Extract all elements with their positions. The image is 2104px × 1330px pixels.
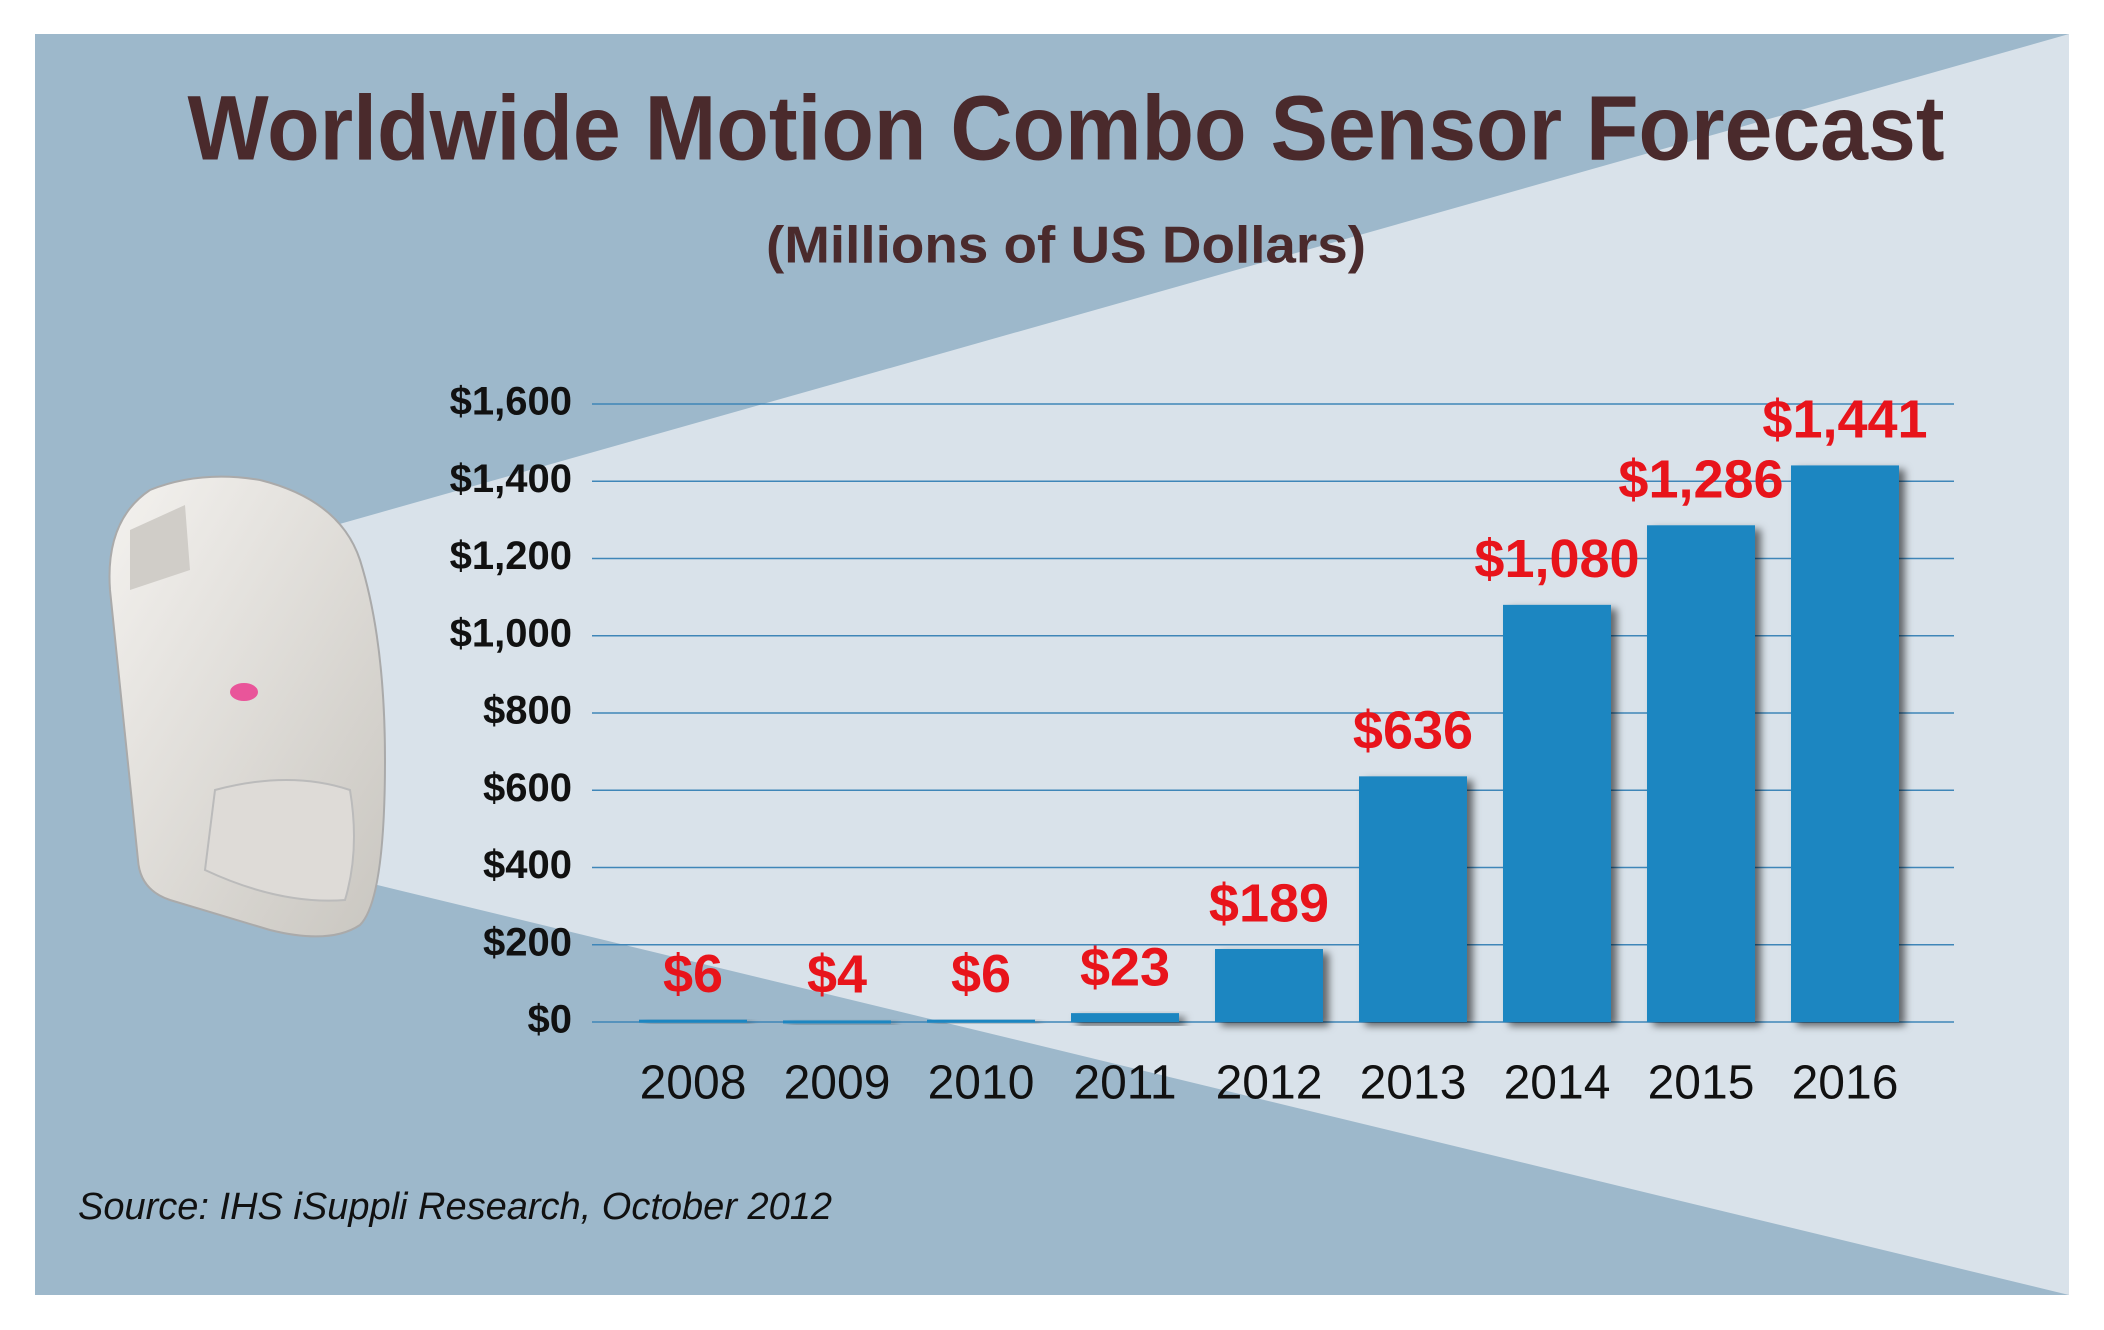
- x-tick-label: 2015: [1648, 1057, 1755, 1110]
- value-label: $4: [807, 945, 867, 1005]
- x-tick-label: 2009: [784, 1057, 891, 1110]
- y-tick-label: $800: [483, 689, 572, 733]
- chart-subtitle: (Millions of US Dollars): [766, 217, 1366, 275]
- bar: [1503, 604, 1611, 1022]
- value-label: $1,080: [1474, 529, 1639, 589]
- chart-title: Worldwide Motion Combo Sensor Forecast: [188, 77, 1945, 179]
- y-tick-label: $200: [483, 920, 572, 964]
- x-tick-label: 2011: [1073, 1057, 1176, 1110]
- bar: [1647, 525, 1755, 1022]
- bar: [1215, 948, 1323, 1022]
- beam: [336, 34, 2069, 1295]
- bar: [1359, 776, 1467, 1022]
- value-label: $1,441: [1762, 390, 1927, 450]
- x-tick-label: 2012: [1216, 1057, 1323, 1110]
- y-tick-label: $0: [528, 998, 573, 1042]
- value-label: $6: [951, 944, 1011, 1004]
- x-tick-label: 2014: [1504, 1057, 1611, 1110]
- value-label: $6: [663, 944, 723, 1004]
- x-tick-label: 2008: [640, 1057, 747, 1110]
- bar: [1791, 465, 1899, 1022]
- x-tick-label: 2013: [1360, 1057, 1467, 1110]
- bar: [783, 1020, 891, 1024]
- y-tick-label: $1,600: [450, 380, 572, 424]
- bar: [1071, 1013, 1179, 1022]
- sensor-illustration: [108, 475, 387, 938]
- source-note: Source: IHS iSuppli Research, October 20…: [78, 1186, 832, 1228]
- bar: [639, 1019, 747, 1023]
- x-tick-label: 2016: [1792, 1057, 1899, 1110]
- y-tick-label: $1,000: [450, 611, 572, 655]
- value-label: $1,286: [1618, 450, 1783, 510]
- x-tick-label: 2010: [928, 1057, 1035, 1110]
- bar: [927, 1019, 1035, 1023]
- value-label: $636: [1353, 701, 1473, 761]
- y-tick-label: $1,200: [450, 534, 572, 578]
- y-tick-label: $600: [483, 766, 572, 810]
- y-tick-label: $1,400: [450, 457, 572, 501]
- y-tick-label: $400: [483, 843, 572, 887]
- value-label: $23: [1080, 937, 1170, 997]
- value-label: $189: [1209, 873, 1329, 933]
